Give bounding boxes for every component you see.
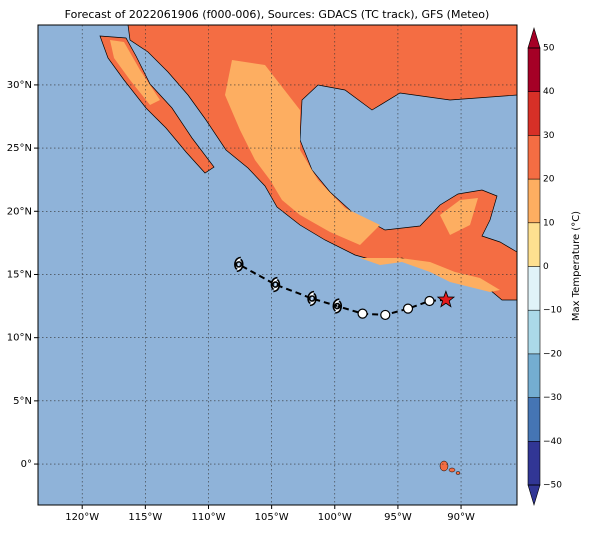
galapagos [439,460,461,475]
colorbar-tick-label: 0 [543,262,549,272]
x-tick-label: 115°W [128,512,162,523]
x-tick-label: 100°W [318,512,352,523]
track-point [380,309,391,321]
colorbar-segment [528,222,540,267]
track-point [402,303,414,314]
y-tick-label: 20°N [7,206,32,217]
map-frame [37,24,518,506]
x-tick-label: 90°W [447,512,475,523]
colorbar-label: Max Temperature (°C) [571,211,582,321]
storm-symbol [332,298,342,314]
chart-title: Forecast of 2022061906 (f000-006), Sourc… [65,8,490,21]
warm-plateau [225,60,380,245]
y-tick-label: 25°N [7,143,32,154]
colorbar-tick-label: −30 [543,393,562,403]
storm-symbol [234,256,244,273]
y-tick-label: 15°N [7,269,32,280]
y-tick-label: 5°N [13,396,32,407]
colorbar-tick-label: 20 [543,175,555,185]
current-position [436,290,456,308]
warm-coast [360,258,500,292]
colorbar-tick-label: −10 [543,306,562,316]
colorbar-tick-label: 30 [543,131,555,141]
y-tick-label: 30°N [7,80,32,91]
track-point [424,295,435,307]
colorbar-tick-label: −40 [543,437,562,447]
colorbar-tick-label: 50 [543,44,555,54]
colorbar-segment [528,135,540,180]
colorbar-segment [528,310,540,354]
colorbar-segment [528,48,540,92]
colorbar-tick-label: −50 [543,481,562,491]
x-tick-label: 105°W [255,512,289,523]
y-tick-label: 10°N [7,333,32,344]
y-tick-label: 0° [21,459,32,470]
warm-yucatan [440,198,478,235]
x-tick-label: 120°W [65,512,99,523]
x-tick-label: 110°W [191,512,225,523]
colorbar-arrow-top [527,26,541,49]
colorbar-segment [528,266,540,311]
storm-symbol [307,290,317,307]
track-point [357,308,368,319]
colorbar-arrow-bottom [527,484,541,507]
colorbar-tick-label: 40 [543,87,555,97]
colorbar-segment [528,353,540,398]
colorbar-segment [528,179,540,223]
x-tick-label: 95°W [384,512,412,523]
colorbar-tick-label: −20 [543,349,562,359]
storm-symbol [270,276,281,293]
colorbar-segment [528,441,540,485]
colorbar-tick-label: 10 [543,218,555,228]
warm-baja [110,40,160,105]
colorbar-segment [528,91,540,136]
colorbar-segment [528,397,540,442]
map [38,25,517,505]
